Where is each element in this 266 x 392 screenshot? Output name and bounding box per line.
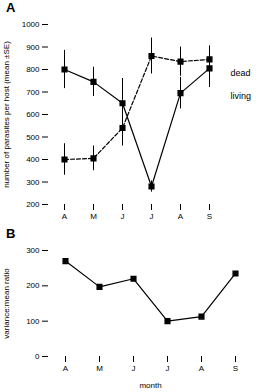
svg-text:700: 700 (26, 88, 40, 97)
svg-text:200: 200 (26, 281, 40, 290)
svg-text:month: month (139, 381, 161, 390)
svg-text:living: living (231, 91, 252, 101)
html-text:B: B (6, 226, 16, 241)
svg-text:number of parasites per host (: number of parasites per host (mean ±SE) (2, 41, 11, 188)
svg-text:900: 900 (26, 43, 40, 52)
svg-text:A: A (199, 364, 205, 373)
svg-text:S: S (233, 364, 238, 373)
svg-text:M: M (90, 212, 97, 221)
svg-text:J: J (121, 212, 125, 221)
svg-text:1000: 1000 (22, 20, 40, 29)
svg-text:500: 500 (26, 133, 40, 142)
svg-text:J: J (150, 212, 154, 221)
svg-text:800: 800 (26, 65, 40, 74)
svg-text:300: 300 (26, 178, 40, 187)
svg-text:S: S (207, 212, 212, 221)
svg-text:100: 100 (26, 317, 40, 326)
svg-text:0: 0 (35, 352, 40, 361)
html-text:A: A (6, 0, 16, 15)
svg-text:300: 300 (26, 246, 40, 255)
svg-text:M: M (96, 364, 103, 373)
svg-text:600: 600 (26, 110, 40, 119)
svg-text:200: 200 (26, 200, 40, 209)
svg-text:dead: dead (231, 68, 251, 78)
svg-text:A: A (63, 364, 69, 373)
svg-text:A: A (178, 212, 184, 221)
svg-text:J: J (166, 364, 170, 373)
svg-text:variance:mean ratio: variance:mean ratio (2, 268, 11, 339)
svg-text:A: A (62, 212, 68, 221)
svg-text:400: 400 (26, 155, 40, 164)
svg-text:J: J (132, 364, 136, 373)
